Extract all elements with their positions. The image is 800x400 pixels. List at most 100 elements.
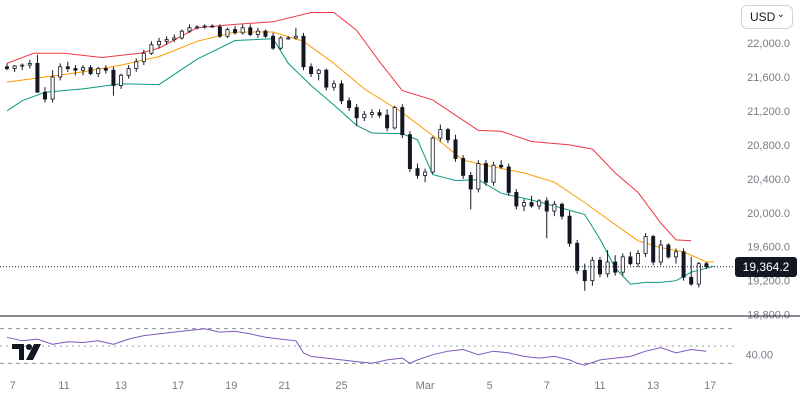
candle: [88, 65, 93, 76]
candle: [605, 250, 610, 278]
currency-label: USD: [750, 10, 776, 24]
candle-body: [65, 66, 70, 69]
candle: [392, 105, 397, 130]
time-tick-label: 11: [58, 380, 69, 392]
candle-body: [81, 67, 86, 71]
candle-body: [582, 270, 587, 282]
candle: [65, 61, 70, 72]
price-tick-label: 19,600.0: [747, 242, 790, 254]
time-tick-label: 13: [647, 380, 659, 392]
candle: [506, 163, 511, 196]
candle-body: [58, 66, 63, 78]
candle: [407, 131, 412, 173]
candle: [590, 256, 595, 286]
candle-body: [134, 61, 139, 69]
candle: [696, 261, 701, 288]
candle: [461, 155, 466, 179]
candle-body: [476, 163, 481, 190]
candle: [544, 197, 549, 239]
candle: [643, 233, 648, 257]
rsi-tick-label: 40.00: [745, 350, 773, 362]
candle: [537, 199, 542, 210]
candle-body: [499, 164, 504, 168]
candle-body: [385, 114, 390, 129]
candle-body: [271, 35, 276, 49]
price-tick-label: 21,600.0: [747, 72, 790, 84]
price-tick-label: 21,200.0: [747, 106, 790, 118]
candle: [20, 63, 25, 71]
candle-body: [248, 27, 253, 35]
upper-band-line: [6, 12, 692, 242]
candle: [499, 160, 504, 169]
candle: [27, 60, 32, 69]
candle-body: [217, 26, 222, 37]
candle-body: [12, 65, 17, 69]
candle-body: [423, 171, 428, 176]
candle: [354, 104, 359, 127]
candle: [476, 160, 481, 193]
candle: [103, 65, 108, 74]
candle: [164, 36, 169, 45]
candle-body: [620, 256, 625, 273]
time-tick-label: 25: [335, 380, 347, 392]
candle-body: [597, 259, 602, 275]
candle-body: [96, 68, 101, 74]
time-tick-label: 11: [594, 380, 605, 392]
candle-body: [293, 35, 298, 39]
candle-body: [210, 25, 215, 28]
candle: [5, 63, 10, 71]
candle-body: [301, 35, 306, 68]
candle-body: [263, 30, 268, 37]
candle-body: [628, 256, 633, 265]
candle: [248, 24, 253, 37]
last-price-label: 19,364.2: [742, 260, 790, 274]
time-tick-label: 17: [172, 380, 184, 392]
candle-body: [453, 139, 458, 159]
candle: [96, 66, 101, 77]
candle: [331, 80, 336, 91]
candle: [202, 24, 207, 29]
candle: [575, 239, 580, 274]
candle-body: [126, 68, 131, 76]
candle-body: [172, 37, 177, 41]
candle-body: [559, 203, 564, 217]
candle-body: [651, 236, 656, 263]
candle-body: [415, 168, 420, 176]
rsi-line: [6, 328, 707, 366]
bollinger-bands: [6, 12, 715, 285]
candle: [278, 36, 283, 50]
candle-body: [324, 69, 329, 88]
price-tick-label: 19,200.0: [747, 276, 790, 288]
candle-body: [537, 200, 542, 207]
candle: [347, 97, 352, 111]
candle: [552, 200, 557, 217]
last-price-tag: 19,364.2: [735, 257, 797, 277]
candle: [119, 73, 124, 89]
candle: [567, 211, 572, 247]
candle: [658, 239, 663, 266]
logo-dot-shape: [26, 344, 32, 350]
currency-select[interactable]: USD ⌄: [741, 5, 793, 29]
candles: [5, 24, 709, 291]
candle-body: [347, 100, 352, 108]
candle: [233, 26, 238, 35]
time-axis: 7 11 13 17 19 21 25 Mar 5 7 11 13 17: [10, 380, 717, 392]
candle: [58, 63, 63, 81]
candle-body: [392, 107, 397, 129]
candle: [423, 168, 428, 183]
basis-line: [6, 31, 714, 263]
candle-body: [255, 30, 260, 35]
candle: [613, 255, 618, 276]
tradingview-logo-icon[interactable]: [12, 340, 44, 362]
candle-body: [149, 44, 154, 54]
candle: [134, 58, 139, 72]
candle: [35, 54, 40, 93]
candle-body: [696, 263, 701, 285]
candle-body: [331, 83, 336, 88]
lower-band-line: [6, 38, 715, 285]
time-tick-label: 13: [115, 380, 127, 392]
candle-body: [240, 27, 245, 34]
candle-body: [43, 91, 48, 100]
